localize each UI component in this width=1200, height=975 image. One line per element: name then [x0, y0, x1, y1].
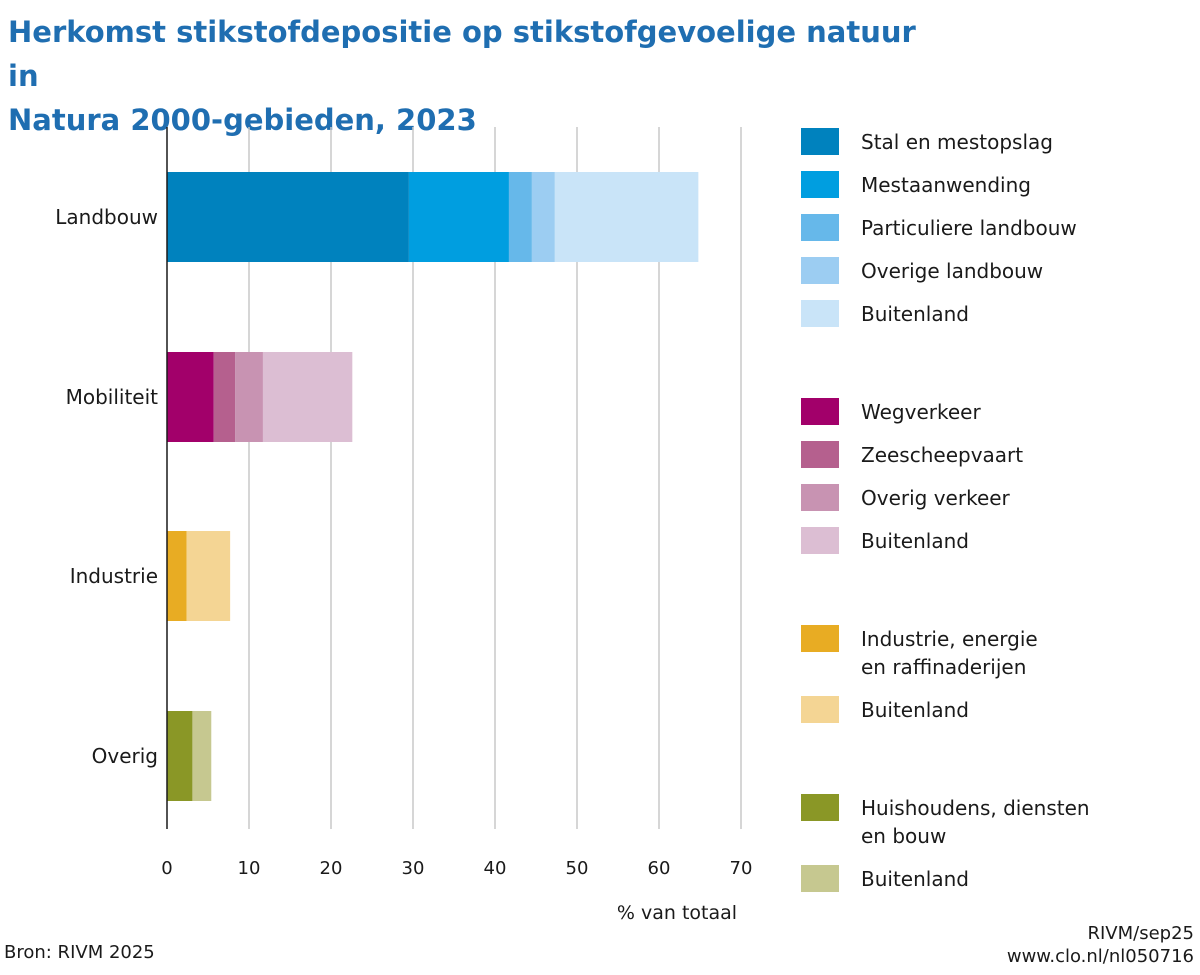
legend-label: Mestaanwending — [861, 173, 1031, 197]
legend-label: Buitenland — [861, 867, 969, 891]
bars — [167, 172, 699, 801]
bar-segment — [192, 711, 212, 801]
legend-label: Buitenland — [861, 529, 969, 553]
x-tick-label: 0 — [161, 858, 172, 879]
legend-swatch — [801, 128, 839, 155]
credit-line-2: www.clo.nl/nl050716 — [1006, 946, 1194, 967]
legend-label: en raffinaderijen — [861, 655, 1026, 679]
category-label: Landbouw — [55, 205, 158, 229]
legend-swatch — [801, 865, 839, 892]
chart-title-line-2: Natura 2000-gebieden, 2023 — [8, 103, 477, 137]
legend-label: Huishoudens, diensten — [861, 796, 1090, 820]
legend-label: Particuliere landbouw — [861, 216, 1077, 240]
legend-swatch — [801, 214, 839, 241]
legend-label: Buitenland — [861, 698, 969, 722]
bar-segment — [167, 352, 214, 442]
legend-swatch — [801, 300, 839, 327]
legend-swatch — [801, 171, 839, 198]
legend-swatch — [801, 398, 839, 425]
legend-swatch — [801, 696, 839, 723]
chart-title: Herkomst stikstofdepositie op stikstofge… — [8, 10, 948, 142]
bar-segment — [554, 172, 699, 262]
legend-label: Zeescheepvaart — [861, 443, 1023, 467]
x-tick-label: 40 — [484, 858, 507, 879]
x-tick-label: 10 — [238, 858, 261, 879]
category-labels: Landbouw Mobiliteit Industrie Overig — [55, 205, 158, 768]
category-label: Mobiliteit — [66, 385, 159, 409]
legend-label: Overige landbouw — [861, 259, 1043, 283]
chart-title-line-1: Herkomst stikstofdepositie op stikstofge… — [8, 15, 916, 93]
x-axis-label: % van totaal — [617, 902, 737, 924]
legend-swatch — [801, 484, 839, 511]
bar-segment — [408, 172, 509, 262]
legend-swatch — [801, 257, 839, 284]
credit-note: RIVM/sep25 www.clo.nl/nl050716 — [1007, 922, 1194, 968]
legend-label: en bouw — [861, 824, 946, 848]
bar-segment — [167, 711, 193, 801]
legend-label: Stal en mestopslag — [861, 130, 1053, 154]
legend-label: Buitenland — [861, 302, 969, 326]
x-tick-label: 60 — [648, 858, 671, 879]
x-tick-label: 70 — [730, 858, 753, 879]
legend-label: Wegverkeer — [861, 400, 981, 424]
x-tick-label: 30 — [402, 858, 425, 879]
category-label: Industrie — [70, 564, 158, 588]
legend-swatch — [801, 441, 839, 468]
bar-segment — [508, 172, 532, 262]
x-tick-label: 50 — [566, 858, 589, 879]
bar-segment — [167, 172, 409, 262]
legend-swatch — [801, 625, 839, 652]
bar-segment — [213, 352, 236, 442]
legend-swatch — [801, 527, 839, 554]
legend-label: Overig verkeer — [861, 486, 1011, 510]
bar-segment — [186, 531, 231, 621]
x-tick-label: 20 — [320, 858, 343, 879]
bar-segment — [531, 172, 555, 262]
bar-segment — [235, 352, 263, 442]
legend: Stal en mestopslag Mestaanwending Particul… — [801, 128, 1090, 892]
bar-segment — [262, 352, 353, 442]
legend-label: Industrie, energie — [861, 627, 1038, 651]
source-note: Bron: RIVM 2025 — [4, 942, 155, 963]
legend-swatch — [801, 794, 839, 821]
bar-segment — [167, 531, 187, 621]
category-label: Overig — [92, 744, 158, 768]
x-tick-labels: 0 10 20 30 40 50 60 70 — [161, 858, 752, 879]
credit-line-1: RIVM/sep25 — [1087, 923, 1194, 944]
